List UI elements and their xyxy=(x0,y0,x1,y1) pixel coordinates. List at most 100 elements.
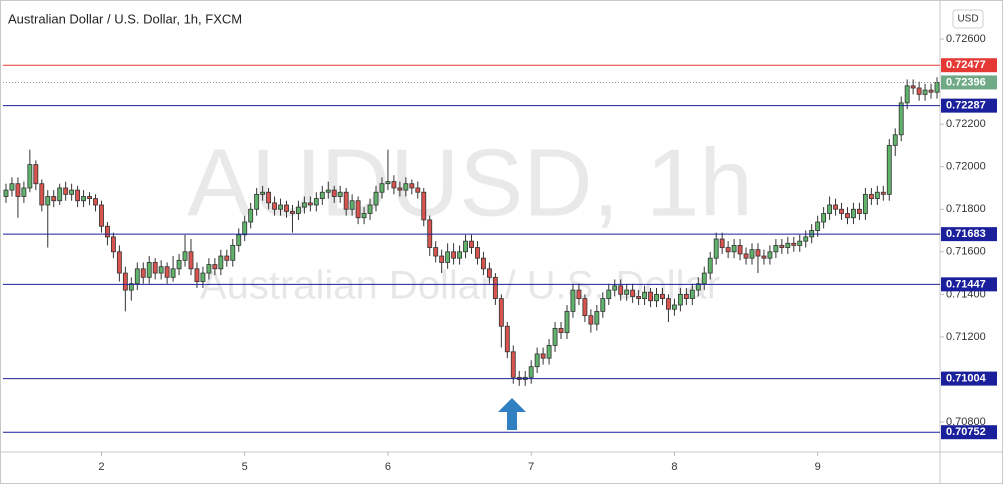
level-label-box xyxy=(941,371,997,386)
candle-up xyxy=(904,85,910,104)
watermark: AUDUSD, 1h xyxy=(187,129,753,236)
candle-down xyxy=(409,183,415,189)
candle-up xyxy=(713,238,719,259)
candle-down xyxy=(481,257,486,270)
candle-up xyxy=(325,189,331,193)
y-tick-label: 0.72000 xyxy=(946,161,986,173)
candle-up xyxy=(236,234,242,246)
candle-up xyxy=(671,304,677,310)
x-tick-label: 5 xyxy=(242,461,248,473)
candle-down xyxy=(87,196,92,200)
candle-up xyxy=(403,183,409,191)
candle-up xyxy=(695,283,701,291)
candle-down xyxy=(719,238,725,248)
candle-down xyxy=(266,191,272,204)
candle-up xyxy=(248,208,254,223)
up-arrow xyxy=(498,398,526,430)
candle-down xyxy=(451,251,457,259)
candle-down xyxy=(618,285,624,295)
candle-down xyxy=(582,298,588,317)
currency-box[interactable] xyxy=(952,9,984,29)
candle-down xyxy=(290,210,295,214)
candle-up xyxy=(570,289,576,312)
candle-up xyxy=(886,145,892,195)
candle-up xyxy=(594,310,600,325)
candle-up xyxy=(773,245,779,253)
candle-up xyxy=(260,191,266,195)
plot xyxy=(3,77,940,386)
candle-up xyxy=(463,240,468,253)
candle-down xyxy=(224,255,230,261)
candle-down xyxy=(558,327,564,334)
candle-down xyxy=(212,264,218,270)
candle-up xyxy=(689,289,695,300)
y-tick-label: 0.72600 xyxy=(946,33,986,45)
candle-down xyxy=(433,247,439,257)
candle-up xyxy=(242,221,248,236)
candle-up xyxy=(564,310,570,334)
candle-up xyxy=(528,366,534,378)
candle-up xyxy=(319,191,325,200)
candle-down xyxy=(666,298,671,310)
last-price-label-box xyxy=(941,75,997,90)
candle-down xyxy=(391,181,397,189)
candle-up xyxy=(827,204,833,214)
candle-down xyxy=(660,293,665,300)
candle-up xyxy=(21,187,27,197)
level-label-box xyxy=(941,425,997,440)
candle-up xyxy=(654,293,659,302)
candle-down xyxy=(791,242,797,246)
candle-up xyxy=(534,353,540,368)
candle-up xyxy=(785,242,791,248)
candle-down xyxy=(75,189,81,202)
candle-down xyxy=(164,266,170,278)
candle-down xyxy=(105,225,110,238)
level-label-box xyxy=(941,227,997,242)
candle-up xyxy=(445,251,451,263)
candle-up xyxy=(552,327,558,346)
candle-up xyxy=(898,102,904,136)
currency[interactable]: USD xyxy=(957,14,978,25)
candle-down xyxy=(928,89,934,93)
x-tick-label: 2 xyxy=(98,461,104,473)
level-label-box xyxy=(941,277,997,292)
candle-down xyxy=(576,289,582,300)
candle-down xyxy=(880,191,886,195)
candle-down xyxy=(469,240,474,248)
candle-up xyxy=(45,196,51,206)
candle-down xyxy=(540,353,546,359)
candle-down xyxy=(492,276,498,300)
candle-up xyxy=(182,251,188,261)
candle-down xyxy=(504,325,510,353)
candle-up xyxy=(851,208,856,219)
candle-up xyxy=(301,202,307,208)
candle-down xyxy=(498,298,504,327)
candle-down xyxy=(397,187,403,191)
candle-up xyxy=(606,289,612,300)
candle-up xyxy=(313,198,319,206)
candle-up xyxy=(128,283,134,291)
candle-down xyxy=(51,196,57,202)
y-tick-label: 0.71200 xyxy=(946,331,986,343)
candle-down xyxy=(122,272,128,291)
candle-up xyxy=(612,285,618,291)
candle-up xyxy=(81,196,86,202)
candle-up xyxy=(3,189,9,197)
candle-up xyxy=(815,221,821,231)
candle-down xyxy=(439,255,445,263)
candle-down xyxy=(725,247,731,253)
candle-up xyxy=(218,255,224,270)
candle-up xyxy=(361,213,367,219)
candle-up xyxy=(230,245,236,261)
candle-up xyxy=(176,259,182,270)
candle-down xyxy=(737,245,743,255)
candle-up xyxy=(57,187,63,202)
candle-down xyxy=(152,262,158,274)
candle-up xyxy=(749,249,755,259)
candle-down xyxy=(510,351,516,378)
candle-up xyxy=(934,82,940,93)
candle-down xyxy=(839,208,844,214)
